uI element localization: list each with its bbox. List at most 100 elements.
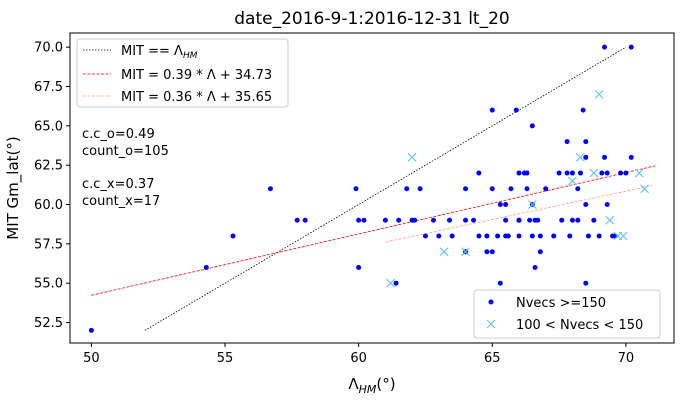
- data-point-high: [524, 170, 530, 176]
- legend-points: Nvecs >=150 100 < Nvecs < 150: [473, 289, 661, 339]
- data-point-high: [583, 202, 589, 208]
- legend-label-identity: MIT == ΛHM: [121, 44, 198, 61]
- data-point-high: [591, 217, 597, 223]
- x-axis-label-tail: (°): [376, 375, 395, 393]
- data-point-high: [449, 233, 455, 239]
- plot-frame: [69, 32, 675, 344]
- data-point-high: [537, 249, 543, 255]
- data-point-high: [417, 186, 423, 192]
- data-point-high: [564, 170, 570, 176]
- data-point-mid: [589, 168, 599, 178]
- legend-marker-dot: [488, 299, 494, 305]
- data-point-high: [476, 233, 482, 239]
- data-point-high: [404, 186, 410, 192]
- data-point-high: [505, 233, 511, 239]
- data-point-high: [580, 107, 586, 113]
- annotation-cc-x: c.c_x=0.37: [82, 177, 154, 192]
- data-point-high: [396, 217, 402, 223]
- data-point-high: [495, 233, 501, 239]
- y-axis-label: MIT Gm_lat(°): [4, 136, 23, 239]
- data-point-mid: [605, 215, 615, 225]
- data-point-high: [567, 233, 573, 239]
- data-point-high: [503, 202, 509, 208]
- data-point-high: [602, 154, 608, 160]
- data-point-high: [508, 186, 514, 192]
- legend-label-nvecs-mid: 100 < Nvecs < 150: [516, 318, 643, 333]
- data-point-high: [516, 170, 522, 176]
- data-point-high: [596, 233, 602, 239]
- data-point-high: [623, 170, 629, 176]
- y-tick-label: 57.5: [34, 237, 63, 252]
- data-point-high: [569, 217, 575, 223]
- x-axis-label-sub: HM: [359, 383, 377, 396]
- data-point-mid: [618, 231, 628, 241]
- data-point-mid: [407, 152, 417, 162]
- data-point-high: [294, 217, 300, 223]
- data-point-high: [604, 170, 610, 176]
- data-point-high: [516, 217, 522, 223]
- data-point-high: [551, 233, 557, 239]
- legend-label-fit-x: MIT = 0.36 * Λ + 35.65: [121, 90, 272, 105]
- data-point-mid: [576, 152, 585, 162]
- plot-area: [69, 32, 675, 344]
- data-point-high: [356, 264, 362, 270]
- data-point-high: [393, 280, 399, 286]
- data-point-high: [230, 233, 236, 239]
- data-point-high: [436, 233, 442, 239]
- data-points: [88, 44, 650, 333]
- data-point-high: [575, 186, 581, 192]
- data-point-high: [583, 280, 589, 286]
- data-point-high: [543, 186, 549, 192]
- legend-points-box: [473, 289, 661, 339]
- annotation-count-x: count_x=17: [82, 194, 160, 209]
- data-point-mid: [568, 176, 577, 186]
- annotation-x: c.c_x=0.37 count_x=17: [82, 177, 160, 209]
- data-point-high: [569, 170, 575, 176]
- data-point-high: [628, 154, 634, 160]
- data-point-high: [583, 154, 589, 160]
- fit-line-1: [91, 165, 656, 296]
- data-point-high: [556, 170, 562, 176]
- x-axis: 50 55 60 65 70: [83, 343, 634, 366]
- legend-label-nvecs-high: Nvecs >=150: [516, 296, 606, 311]
- data-point-high: [583, 139, 589, 145]
- data-point-high: [537, 233, 543, 239]
- data-point-high: [564, 139, 570, 145]
- data-point-high: [382, 217, 388, 223]
- data-point-mid: [640, 184, 650, 194]
- data-point-high: [527, 217, 533, 223]
- legend-lines: MIT == ΛHM MIT = 0.39 * Λ + 34.73 MIT = …: [76, 38, 289, 108]
- data-point-high: [361, 217, 367, 223]
- x-tick-label: 65: [484, 351, 501, 366]
- annotation-count-o: count_o=105: [82, 144, 169, 159]
- chart-title: date_2016-9-1:2016-12-31 lt_20: [234, 9, 509, 29]
- legend-lines-box: [76, 38, 289, 108]
- data-point-high: [513, 107, 519, 113]
- legend-marker-x: [486, 319, 496, 329]
- fit-lines: [91, 46, 656, 331]
- x-tick-label: 50: [83, 351, 100, 366]
- data-point-mid: [634, 168, 644, 178]
- data-point-high: [484, 233, 490, 239]
- x-tick-label: 55: [217, 351, 234, 366]
- data-point-high: [503, 217, 509, 223]
- y-tick-label: 55.0: [34, 277, 63, 292]
- data-point-high: [203, 264, 209, 270]
- annotation-cc-o: c.c_o=0.49: [82, 127, 155, 142]
- y-tick-label: 67.5: [34, 80, 63, 95]
- data-point-high: [430, 217, 436, 223]
- data-point-high: [422, 233, 428, 239]
- data-point-high: [489, 249, 495, 255]
- data-point-high: [302, 217, 308, 223]
- data-point-mid: [461, 247, 470, 257]
- x-axis-label: ΛHM(°): [348, 375, 395, 396]
- legend-label-identity-sub: HM: [183, 51, 198, 61]
- x-axis-label-main: Λ: [348, 375, 359, 393]
- data-point-high: [559, 217, 565, 223]
- data-point-high: [471, 217, 477, 223]
- data-point-mid: [594, 89, 604, 99]
- data-point-high: [476, 170, 482, 176]
- y-tick-label: 52.5: [34, 316, 63, 331]
- data-point-high: [516, 233, 522, 239]
- data-point-high: [267, 186, 273, 192]
